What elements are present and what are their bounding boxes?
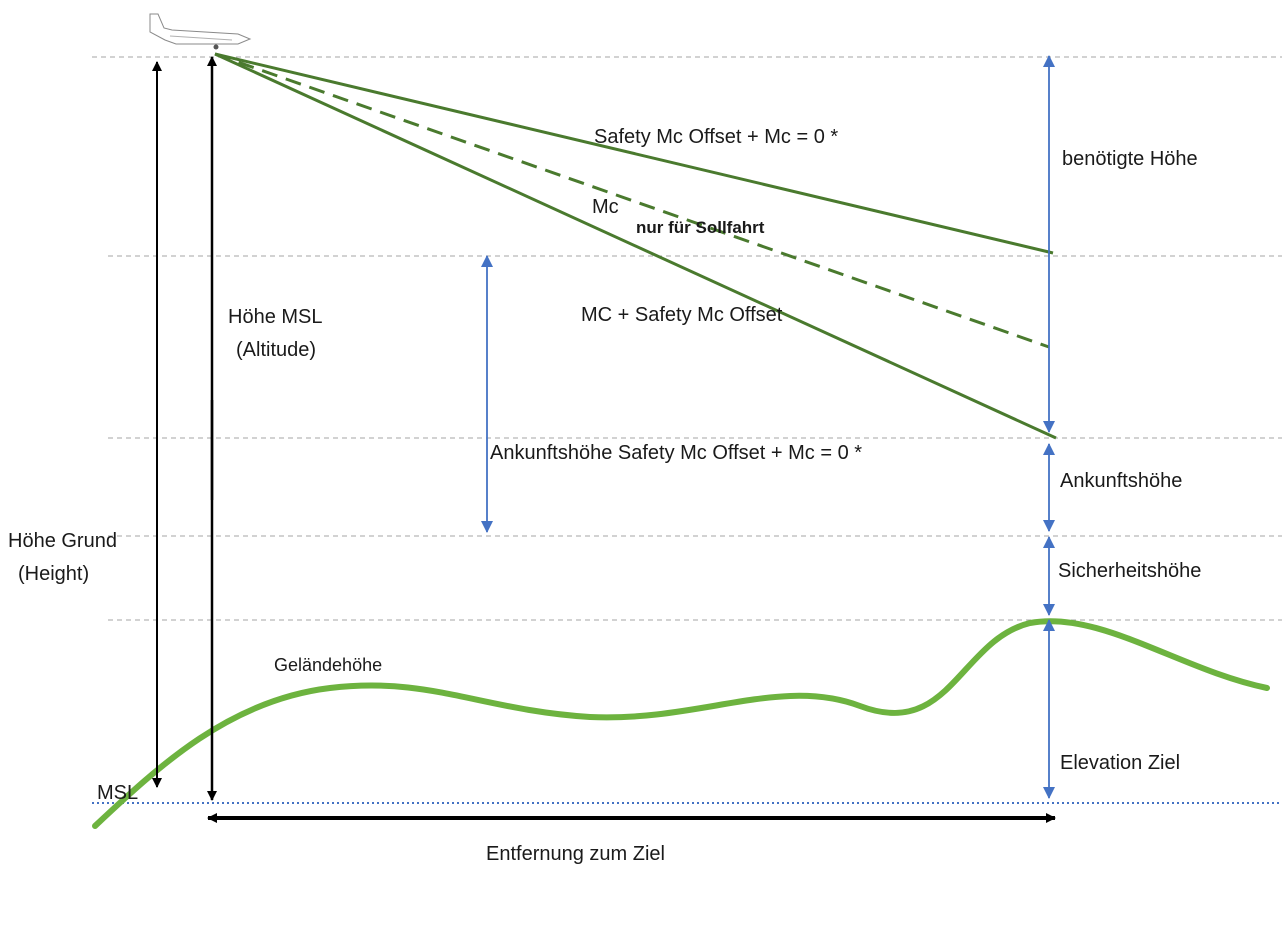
label-elevation-ziel: Elevation Ziel: [1060, 752, 1180, 774]
glide-line-mc-dashed: [214, 52, 1050, 349]
label-hoehe-msl: Höhe MSL: [228, 306, 323, 328]
label-msl: MSL: [97, 782, 138, 804]
label-nur-sollfahrt: nur für Sollfahrt: [636, 218, 765, 237]
glide-line-safety-mc-zero: [214, 52, 1054, 255]
label-height: (Height): [18, 563, 89, 585]
label-ankunft-safety: Ankunftshöhe Safety Mc Offset + Mc = 0 *: [490, 442, 862, 464]
glider-icon: [149, 13, 252, 50]
label-ankunftshoehe: Ankunftshöhe: [1060, 470, 1182, 492]
label-sicherheitshoehe: Sicherheitshöhe: [1058, 560, 1201, 582]
label-mc: Mc: [592, 196, 619, 218]
label-gelaendehoehe: Geländehöhe: [274, 655, 382, 675]
label-entfernung: Entfernung zum Ziel: [486, 843, 665, 865]
label-altitude: (Altitude): [236, 339, 316, 361]
label-hoehe-grund: Höhe Grund: [8, 530, 117, 552]
guide-lines: [92, 56, 1282, 621]
terrain-profile: [92, 618, 1270, 829]
label-mc-plus-safety: MC + Safety Mc Offset: [581, 304, 783, 326]
label-safety-mc-zero: Safety Mc Offset + Mc = 0 *: [594, 126, 838, 148]
label-benoetigte-hoehe: benötigte Höhe: [1062, 148, 1198, 170]
glide-line-mc-plus-safety: [214, 52, 1057, 440]
